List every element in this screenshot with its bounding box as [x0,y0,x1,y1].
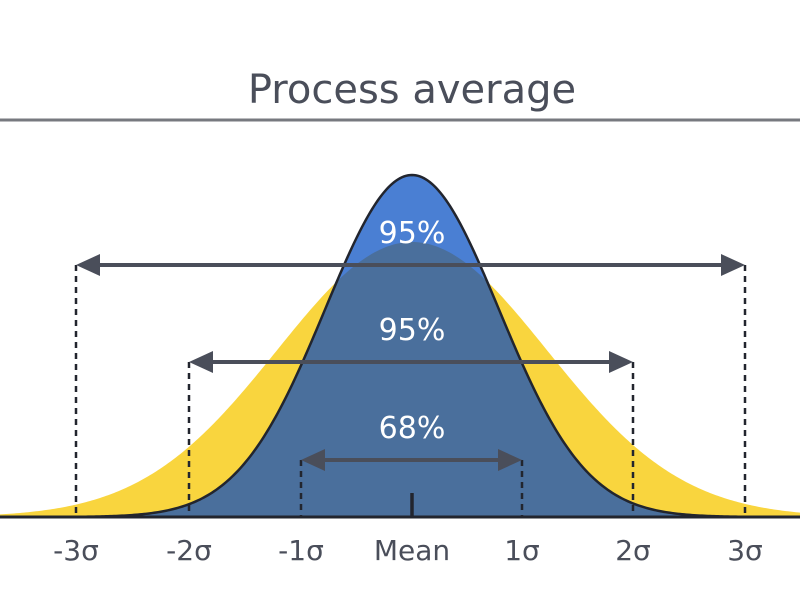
axis-tick-label: -3σ [53,534,99,567]
arrowhead-left [301,449,325,471]
range-arrow [301,449,522,471]
axis-tick-label: Mean [374,534,450,567]
arrowhead-right [609,351,633,373]
axis-tick-label: -2σ [166,534,212,567]
axis-tick-label: -1σ [278,534,324,567]
arrowhead-right [498,449,522,471]
range-label-1-sigma: 68% [379,411,446,446]
range-label-2-sigma: 95% [379,313,446,348]
overlap-area [0,242,800,517]
diagram-title: Process average [248,67,576,113]
arrowhead-left [189,351,213,373]
axis-tick-label: 1σ [504,534,540,567]
range-label-3-sigma: 95% [379,216,446,251]
arrowhead-left [76,254,100,276]
range-arrow [76,254,745,276]
narrow-curve-outline [0,173,800,519]
axis-tick-label: 3σ [727,534,763,567]
range-arrow [189,351,633,373]
arrowhead-right [721,254,745,276]
axis-tick-label: 2σ [615,534,651,567]
